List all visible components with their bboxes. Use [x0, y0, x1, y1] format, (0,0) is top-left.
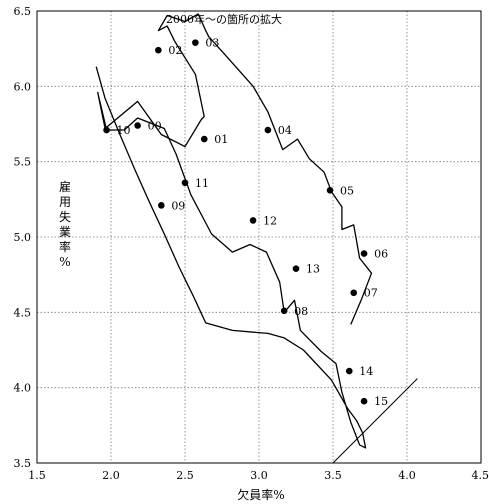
y-tick-label: 5.0	[14, 231, 32, 244]
reference-line	[332, 378, 418, 464]
data-point-10	[103, 126, 110, 134]
x-tick-label: 4.0	[398, 469, 416, 482]
point-label-13: 13	[306, 263, 320, 276]
data-point-08	[280, 307, 288, 315]
data-point-12	[249, 217, 257, 224]
y-tick-label: 4.5	[14, 306, 32, 319]
point-label-15: 15	[374, 395, 388, 408]
data-point-04	[264, 126, 272, 134]
y-tick-label: 4.0	[14, 382, 32, 395]
point-label-09: 09	[171, 199, 185, 212]
point-label-05: 05	[340, 184, 354, 197]
x-tick-label: 1.5	[28, 469, 46, 482]
data-point-02	[155, 46, 162, 54]
plot-frame	[36, 10, 482, 464]
y-tick-label: 6.5	[14, 5, 32, 18]
trajectory-line	[95, 13, 373, 449]
point-label-11: 11	[195, 177, 209, 190]
data-point-13	[292, 265, 300, 272]
point-label-06: 06	[374, 248, 388, 261]
point-label-10: 10	[117, 124, 131, 137]
grid	[37, 11, 481, 463]
y-tick-label: 6.0	[14, 80, 32, 93]
data-point-05	[326, 186, 334, 194]
point-label-14: 14	[359, 365, 373, 378]
y-tick-labels: 3.5 4.0 4.5 5.0 5.5 6.0 6.5	[14, 5, 32, 470]
x-tick-label: 4.5	[472, 469, 489, 482]
data-point-11	[181, 179, 189, 187]
point-label-00: 00	[148, 120, 162, 133]
point-label-02: 02	[168, 44, 182, 57]
data-point-06	[360, 250, 368, 257]
x-axis-label: 欠員率%	[237, 487, 284, 502]
point-label-01: 01	[214, 133, 228, 146]
x-tick-label: 3.5	[324, 469, 342, 482]
point-label-03: 03	[205, 37, 219, 50]
data-point-00	[134, 122, 141, 129]
data-point-15	[360, 397, 368, 405]
point-label-12: 12	[263, 214, 277, 227]
y-tick-label: 5.5	[14, 156, 32, 169]
x-tick-labels: 1.5 2.0 2.5 3.0 3.5 4.0 4.5	[28, 469, 489, 482]
x-tick-label: 2.5	[176, 469, 194, 482]
y-axis-label: 雇用失業率%	[59, 179, 71, 269]
data-points: 00 01 02 03 04 05 06 07 08 09 10 11 12 13 14 15	[103, 37, 388, 408]
data-point-14	[345, 367, 353, 375]
x-tick-label: 3.0	[250, 469, 268, 482]
point-label-08: 08	[294, 305, 308, 318]
x-tick-label: 2.0	[102, 469, 120, 482]
chart-title: 2000年～の箇所の拡大	[166, 12, 282, 26]
data-point-03	[192, 39, 199, 46]
point-label-04: 04	[278, 124, 292, 137]
data-point-09	[158, 202, 165, 209]
point-label-07: 07	[364, 287, 378, 300]
data-point-07	[350, 289, 358, 297]
data-point-01	[200, 135, 208, 143]
y-tick-label: 3.5	[14, 457, 32, 470]
